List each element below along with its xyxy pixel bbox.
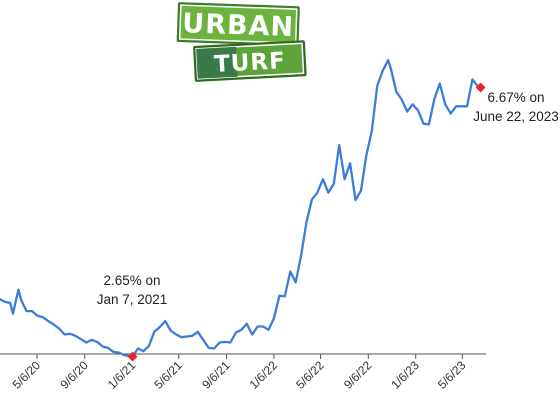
x-tick-label: 1/6/21 xyxy=(105,358,139,392)
annotation-value-label: 6.67% on xyxy=(487,90,544,105)
annotation-value-label: 2.65% on xyxy=(103,273,160,288)
x-axis-ticks: 1/6/205/6/209/6/201/6/215/6/219/6/211/6/… xyxy=(10,354,469,392)
series-line xyxy=(0,58,482,358)
annotation-date-label: June 22, 2023 xyxy=(473,109,559,124)
x-tick-label: 9/6/21 xyxy=(199,358,233,392)
logo-text-turf: TURF xyxy=(213,48,286,78)
urban-turf-logo: URBAN TURF xyxy=(176,2,307,82)
x-tick-label: 1/6/22 xyxy=(247,358,281,392)
logo-sign-bottom: TURF xyxy=(193,40,307,82)
x-tick-label: 9/6/22 xyxy=(341,358,375,392)
x-tick-label: 5/6/23 xyxy=(435,358,469,392)
annotation-marker xyxy=(127,351,138,362)
x-tick-label: 5/6/20 xyxy=(10,358,44,392)
logo-sign-top: URBAN xyxy=(176,2,300,47)
x-tick-label: 1/6/23 xyxy=(388,358,422,392)
x-tick-label: 5/6/21 xyxy=(151,358,185,392)
annotations: 2.65% on Jan 7, 2021 6.67% on June 22, 2023 xyxy=(97,82,559,362)
annotation-date-label: Jan 7, 2021 xyxy=(97,292,168,307)
x-tick-label: 9/6/20 xyxy=(57,358,91,392)
logo-text-urban: URBAN xyxy=(182,8,295,43)
x-tick-label: 5/6/22 xyxy=(293,358,327,392)
